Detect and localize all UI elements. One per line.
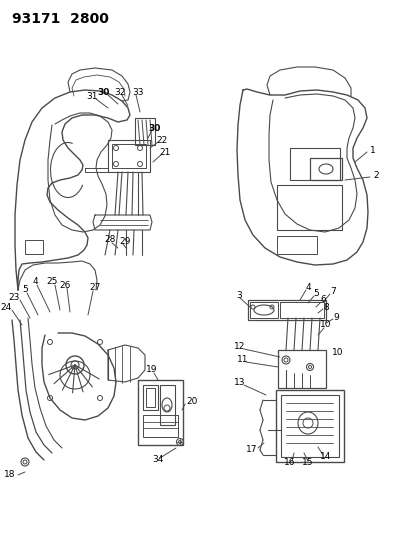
- Bar: [108, 140, 150, 172]
- Bar: [279, 302, 323, 318]
- Bar: [289, 148, 339, 180]
- Text: 21: 21: [159, 148, 170, 157]
- Text: 3: 3: [235, 290, 241, 300]
- Bar: [247, 300, 325, 320]
- Text: 2: 2: [372, 171, 378, 180]
- Bar: [138, 380, 183, 445]
- Bar: [276, 236, 316, 254]
- Text: 20: 20: [185, 398, 197, 407]
- Bar: [159, 385, 175, 425]
- Text: 12: 12: [234, 343, 245, 351]
- Text: 23: 23: [8, 294, 20, 303]
- Text: 22: 22: [156, 135, 167, 144]
- Bar: [275, 390, 343, 462]
- Text: 32: 32: [114, 87, 126, 96]
- Bar: [25, 240, 43, 254]
- Text: 10: 10: [332, 349, 343, 358]
- Text: 14: 14: [320, 453, 331, 462]
- Text: 15: 15: [301, 458, 313, 467]
- Text: 34: 34: [152, 456, 163, 464]
- Text: 17: 17: [246, 446, 257, 455]
- Bar: [146, 388, 154, 407]
- Text: 8: 8: [322, 303, 328, 311]
- Bar: [276, 185, 341, 230]
- Bar: [142, 415, 178, 437]
- Text: 31: 31: [86, 92, 97, 101]
- Text: 4: 4: [304, 282, 310, 292]
- Text: 1: 1: [369, 146, 375, 155]
- Bar: [280, 395, 338, 457]
- Bar: [249, 302, 277, 318]
- Text: 29: 29: [119, 238, 131, 246]
- Text: 24: 24: [0, 303, 12, 312]
- Text: 5: 5: [22, 286, 28, 295]
- Bar: [277, 350, 325, 388]
- Bar: [142, 385, 158, 410]
- Text: 93171  2800: 93171 2800: [12, 12, 109, 26]
- Text: 30: 30: [97, 87, 110, 96]
- Text: 33: 33: [132, 87, 143, 96]
- Text: 9: 9: [332, 312, 338, 321]
- Text: 28: 28: [104, 236, 115, 245]
- Text: 13: 13: [234, 378, 245, 387]
- Text: 10: 10: [320, 320, 331, 329]
- Text: 11: 11: [237, 356, 248, 365]
- Bar: [112, 144, 146, 168]
- Text: 26: 26: [59, 280, 71, 289]
- Text: 25: 25: [46, 278, 57, 287]
- Text: 19: 19: [146, 366, 157, 375]
- Text: 7: 7: [329, 287, 335, 295]
- Text: 30: 30: [148, 124, 161, 133]
- Text: 16: 16: [284, 458, 295, 467]
- Text: 4: 4: [32, 278, 38, 287]
- Text: 6: 6: [319, 295, 325, 303]
- Text: 27: 27: [89, 284, 100, 293]
- Text: 5: 5: [312, 288, 318, 297]
- Text: 18: 18: [4, 471, 16, 480]
- Bar: [309, 158, 341, 180]
